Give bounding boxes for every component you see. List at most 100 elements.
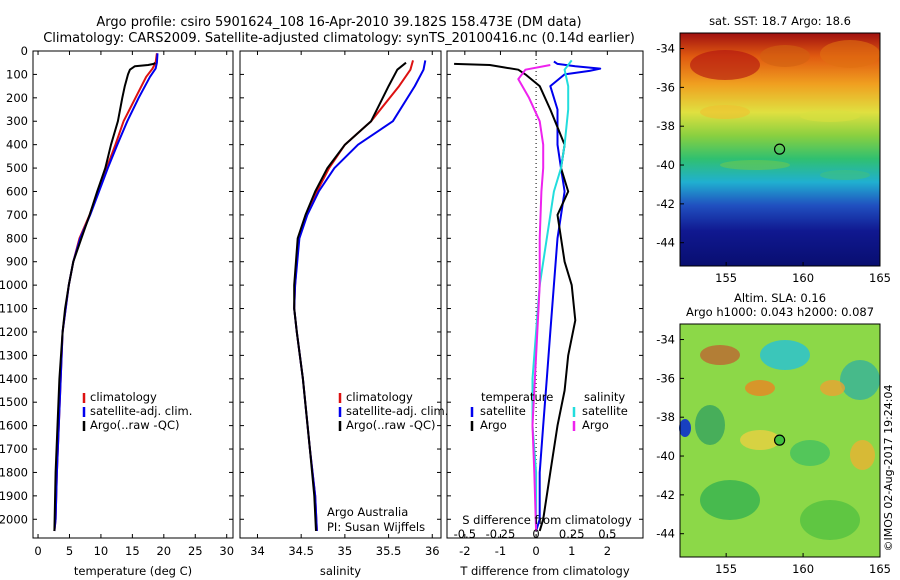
y-tick-label: 1400 — [0, 372, 28, 386]
sla-texture — [679, 419, 691, 437]
map-y-tick-label: -44 — [656, 527, 675, 541]
map-y-tick-label: -40 — [656, 158, 675, 172]
plot-frame — [239, 50, 442, 539]
y-tick-label: 400 — [6, 138, 28, 152]
x-axis-label: temperature (deg C) — [74, 564, 192, 578]
sst-texture — [820, 40, 880, 68]
map-frame — [679, 32, 881, 267]
y-tick-label: 700 — [6, 208, 28, 222]
x-axis-label: T difference from climatology — [459, 564, 630, 578]
legend-label: satellite — [582, 404, 628, 418]
sla-texture — [745, 380, 775, 396]
y-tick-label: 800 — [6, 231, 28, 245]
s-axis-title: S difference from climatology — [462, 513, 632, 527]
y-tick-label: 600 — [6, 184, 28, 198]
argo-location-marker — [773, 143, 786, 155]
map-x-tick-label: 155 — [715, 562, 737, 576]
map-x-tick-label: 160 — [792, 271, 814, 285]
plot-frame — [446, 50, 644, 539]
s-tick-label: 0.5 — [598, 527, 616, 541]
map-y-tick-label: -42 — [656, 488, 675, 502]
map-y-tick-label: -34 — [656, 42, 675, 56]
sla-texture — [790, 440, 830, 466]
series-argo-salinity- — [517, 64, 551, 532]
sla-texture — [740, 430, 780, 450]
sla-texture — [700, 480, 760, 520]
sst-map-title: sat. SST: 18.7 Argo: 18.6 — [709, 14, 851, 28]
x-tick-label: 1 — [568, 544, 575, 558]
series-argo-raw-qc- — [53, 61, 156, 532]
legend-label: satellite — [480, 404, 526, 418]
temperature-panel: 0 5 10 15 20 25 300100200300400500600700800900… — [0, 44, 234, 578]
map-x-tick-label: 155 — [715, 271, 737, 285]
map-y-tick-label: -36 — [656, 80, 675, 94]
annotation-institution: Argo Australia — [327, 505, 408, 519]
footer-stamp: ©IMOS 02-Aug-2017 19:24:04 — [882, 385, 895, 552]
sst-texture — [700, 105, 750, 119]
x-axis-label: salinity — [320, 564, 361, 578]
sst-texture — [800, 110, 860, 122]
annotation-pi: PI: Susan Wijffels — [327, 520, 425, 534]
map-x-tick-label: 160 — [792, 562, 814, 576]
sla-texture — [800, 500, 860, 540]
map-y-tick-label: -42 — [656, 197, 675, 211]
x-tick-label: 15 — [125, 544, 140, 558]
map-frame — [679, 323, 881, 558]
s-tick-label: -0.25 — [486, 527, 516, 541]
sla-texture — [760, 340, 810, 370]
y-tick-label: 1900 — [0, 489, 28, 503]
x-tick-label: 2 — [604, 544, 611, 558]
series-argo — [454, 62, 577, 532]
legend-label: Argo — [582, 418, 609, 432]
sla-texture — [695, 405, 725, 445]
x-tick-label: 0 — [532, 544, 539, 558]
s-tick-label: 0 — [532, 527, 539, 541]
s-tick-label: 0.25 — [559, 527, 585, 541]
sst-map-panel: 155 160 165 -34 -36 -38 -40 -42 -44 sat. SST: 18.… — [656, 14, 891, 285]
y-tick-label: 1300 — [0, 348, 28, 362]
x-tick-label: -2 — [459, 544, 470, 558]
y-tick-label: 300 — [6, 114, 28, 128]
map-y-tick-label: -38 — [656, 119, 675, 133]
series-argo-raw-qc- — [293, 61, 407, 532]
x-tick-label: 0 — [34, 544, 41, 558]
map-x-tick-label: 165 — [869, 271, 891, 285]
map-y-tick-label: -38 — [656, 410, 675, 424]
map-y-tick-label: -40 — [656, 449, 675, 463]
map-y-tick-label: -36 — [656, 371, 675, 385]
x-tick-label: 20 — [156, 544, 171, 558]
legend-label: satellite-adj. clim. — [90, 404, 192, 418]
sla-texture — [820, 380, 845, 396]
header-line-1: Argo profile: csiro 5901624_108 16-Apr-2… — [96, 15, 581, 30]
y-tick-label: 1500 — [0, 395, 28, 409]
argo-location-marker — [773, 434, 786, 446]
x-tick-label: 35 — [338, 544, 353, 558]
sst-texture — [820, 170, 870, 180]
y-tick-label: 1800 — [0, 465, 28, 479]
sla-map-title-line-1: Altim. SLA: 0.16 — [734, 291, 826, 305]
map-y-tick-label: -44 — [656, 236, 675, 250]
x-tick-label: 36 — [425, 544, 440, 558]
legend-label: Argo(..raw -QC) — [90, 418, 180, 432]
salinity-panel: 34 34.5 35 35.5 36 salinity climatologysatelli… — [239, 50, 448, 578]
legend-label: climatology — [346, 390, 413, 404]
s-tick-label: -0.5 — [454, 527, 476, 541]
y-tick-label: 1200 — [0, 325, 28, 339]
y-tick-label: 900 — [6, 255, 28, 269]
x-tick-label: 30 — [219, 544, 234, 558]
legend-label: Argo(..raw -QC) — [346, 418, 436, 432]
y-tick-label: 200 — [6, 91, 28, 105]
legend-label: climatology — [90, 390, 157, 404]
y-tick-label: 500 — [6, 161, 28, 175]
sla-map-panel: 155 160 165 -34 -36 -38 -40 -42 -44 Altim. SLA: 0… — [656, 291, 891, 576]
map-y-tick-label: -34 — [656, 333, 675, 347]
legend-label: satellite-adj. clim. — [346, 404, 448, 418]
y-tick-label: 1700 — [0, 442, 28, 456]
map-x-tick-label: 165 — [869, 562, 891, 576]
sst-texture — [760, 45, 810, 67]
y-tick-label: 0 — [21, 44, 28, 58]
sla-texture — [840, 360, 880, 400]
legend-label: Argo — [480, 418, 507, 432]
x-tick-label: 10 — [94, 544, 109, 558]
